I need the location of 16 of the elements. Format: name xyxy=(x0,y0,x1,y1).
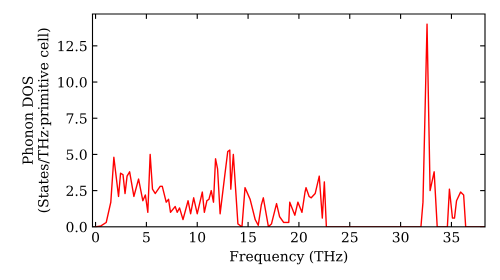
y-tick-label: 2.5 xyxy=(66,186,87,196)
x-tick-label: 15 xyxy=(240,232,256,242)
x-tick-label: 10 xyxy=(190,232,206,242)
y-tick-label: 5.0 xyxy=(66,149,87,160)
x-tick-label: 35 xyxy=(444,232,460,242)
y-tick-label: 0.0 xyxy=(66,222,87,232)
x-axis-title: Frequency (THz) xyxy=(230,250,348,264)
x-tick-label: 0 xyxy=(92,232,100,242)
y-tick-label: 12.5 xyxy=(58,40,87,52)
x-tick-label: 30 xyxy=(392,232,409,242)
x-tick-label: 20 xyxy=(291,232,307,242)
y-axis-title: Phonon DOS (States/THz·primitive cell) xyxy=(22,28,52,212)
y-tick-label: 7.5 xyxy=(66,113,87,124)
x-tick-label: 5 xyxy=(143,232,150,242)
y-tick-label: 10.0 xyxy=(58,77,87,88)
x-tick-label: 25 xyxy=(342,232,358,242)
